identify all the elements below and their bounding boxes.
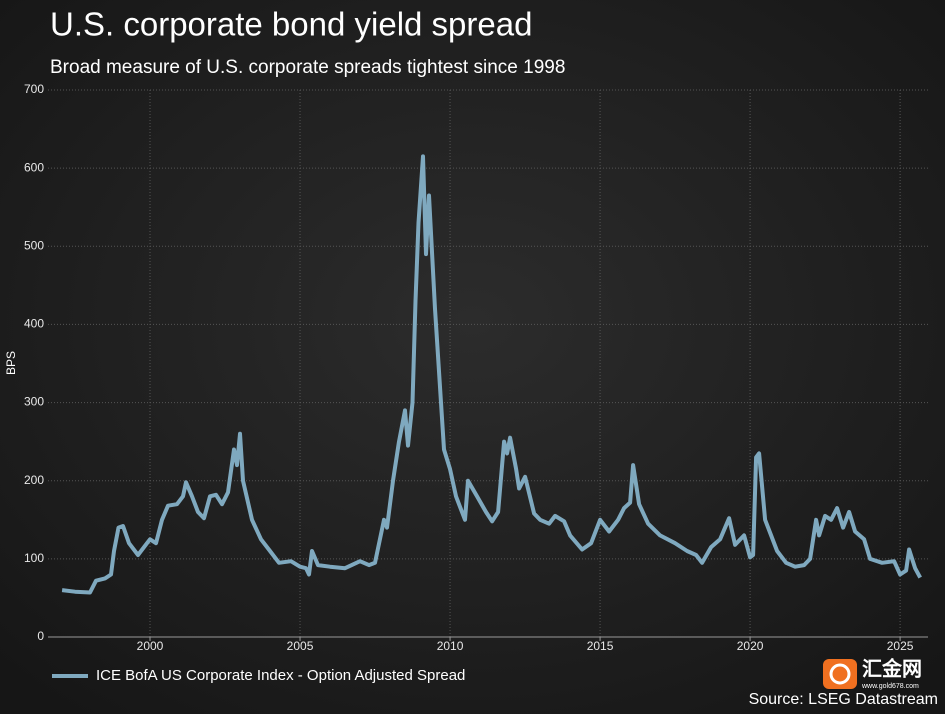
line-series [61, 154, 922, 595]
x-tick-label: 2010 [437, 639, 464, 653]
watermark-logo-mark [829, 663, 851, 685]
watermark-url: www.gold678.com [861, 683, 919, 690]
watermark-name: 汇金网 [862, 656, 922, 680]
x-tick-label: 2025 [887, 639, 914, 653]
y-tick-label: 500 [24, 238, 44, 252]
x-tick-label: 2000 [137, 639, 164, 653]
y-tick-label: 400 [24, 317, 44, 331]
y-tick-label: 100 [24, 551, 44, 565]
watermark-logo [823, 659, 857, 689]
x-tick-label: 2020 [737, 639, 764, 653]
y-axis-label: BPS [4, 351, 18, 375]
source: Source: LSEG Datastream [749, 691, 938, 708]
legend-label: ICE BofA US Corporate Index - Option Adj… [96, 667, 465, 684]
watermark: 汇金网 www.gold678.com [823, 656, 922, 690]
x-tick-label: 2005 [287, 639, 314, 653]
y-tick-label: 200 [24, 473, 44, 487]
y-tick-label: 600 [24, 160, 44, 174]
x-tick-label: 2015 [587, 639, 614, 653]
y-tick-label: 0 [37, 629, 44, 643]
y-tick-label: 300 [24, 395, 44, 409]
chart-title: U.S. corporate bond yield spread [50, 6, 532, 43]
chart-subtitle: Broad measure of U.S. corporate spreads … [50, 57, 565, 78]
y-tick-label: 700 [24, 82, 44, 96]
